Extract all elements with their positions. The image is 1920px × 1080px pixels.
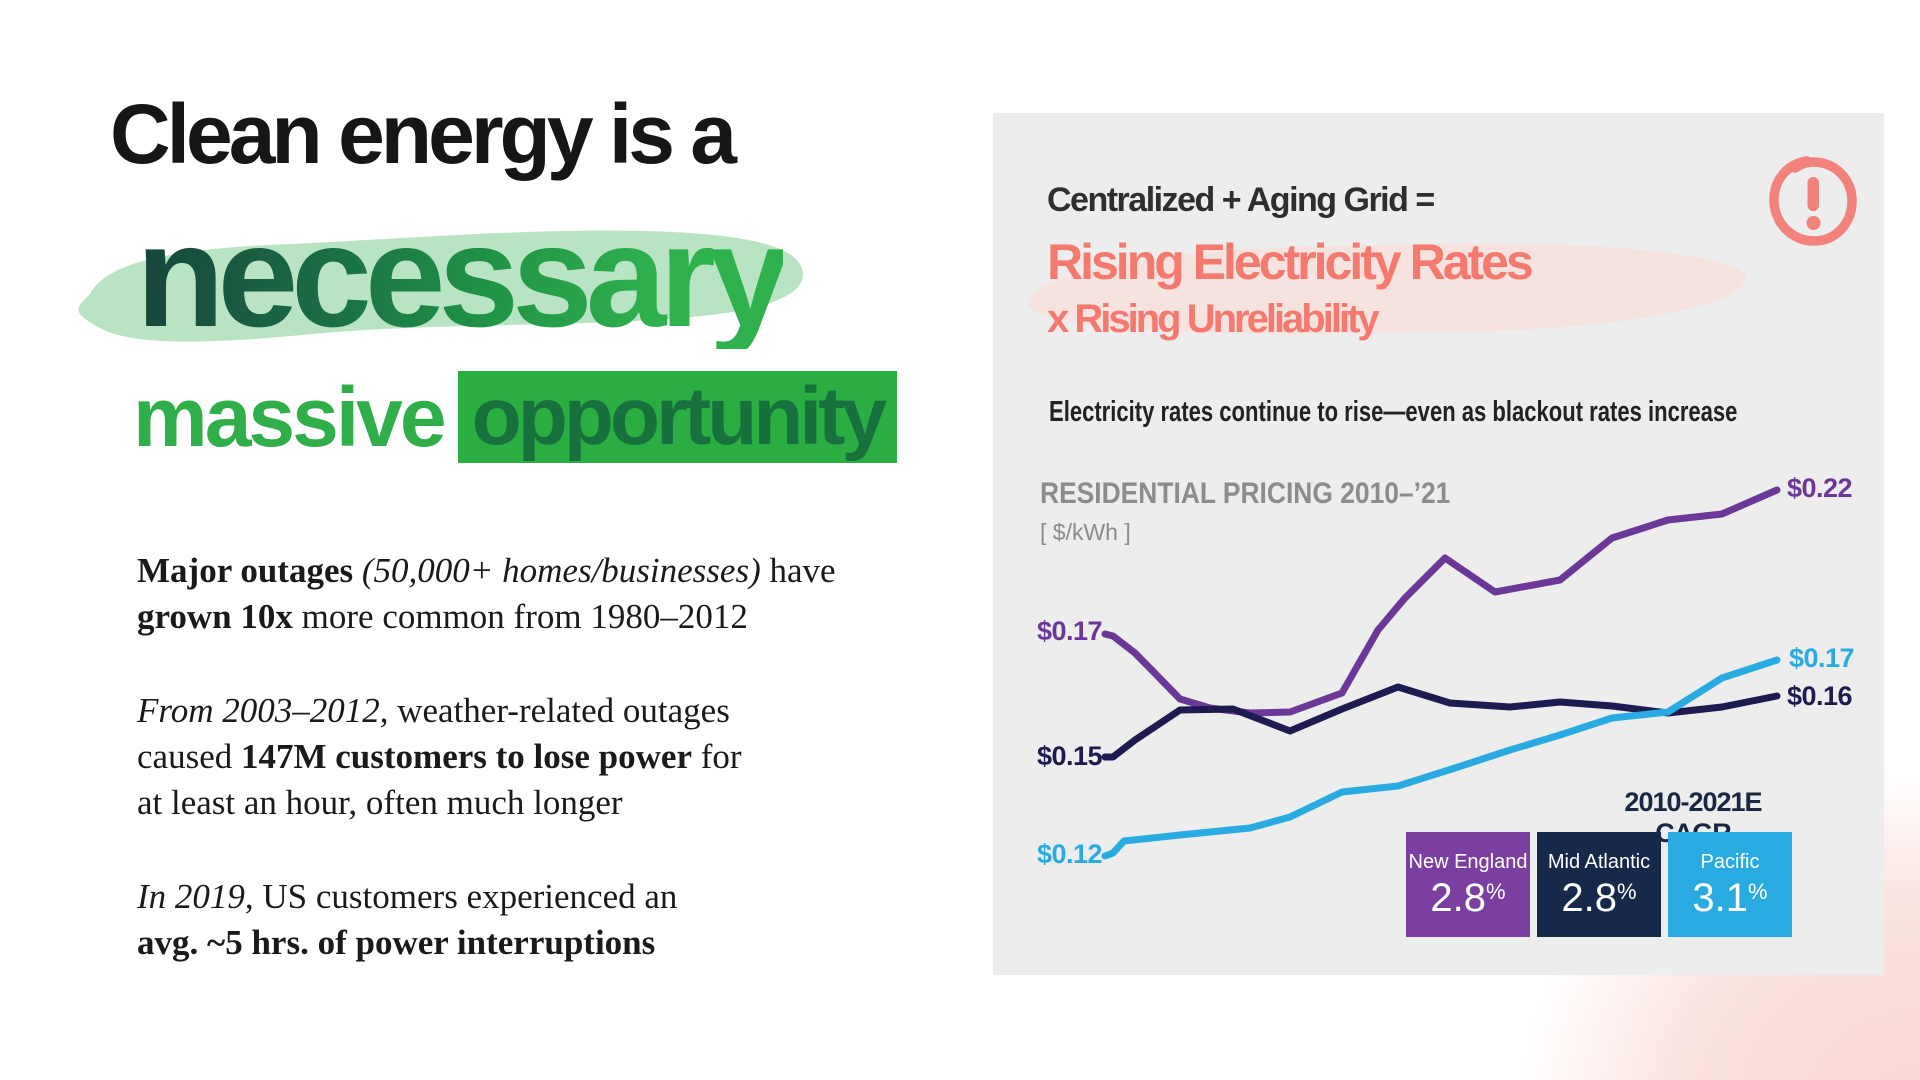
page-title: Clean energy is a (110, 87, 737, 181)
line-new-england (1101, 486, 1781, 717)
hero-word-opportunity: opportunity (471, 371, 887, 462)
label-new-england-end: $0.22 (1787, 473, 1853, 503)
legend-name: Mid Atlantic (1547, 851, 1651, 873)
chart-subtitle: Electricity rates continue to rise—even … (1049, 396, 1738, 428)
panel-headline-unreliability: x Rising Unreliability (1047, 297, 1380, 341)
legend-value: 3.1% (1692, 876, 1768, 920)
legend-value: 2.8% (1561, 876, 1637, 920)
green-brush-stroke (78, 230, 804, 342)
legend-value: 2.8% (1430, 876, 1506, 920)
legend-name: New England (1408, 851, 1528, 873)
chart-heading: RESIDENTIAL PRICING 2010–’21 (1040, 477, 1451, 510)
opportunity-highlight-box: opportunity (457, 371, 898, 463)
label-pacific-end: $0.17 (1789, 643, 1855, 673)
legend-box-mid-atlantic: Mid Atlantic 2.8% (1537, 832, 1661, 937)
fact-paragraph-1: Major outages (50,000+ homes/businesses)… (137, 551, 836, 636)
hero-word-necessary: necessary (136, 195, 789, 357)
label-new-england-start: $0.17 (1037, 616, 1103, 646)
panel-eyebrow: Centralized + Aging Grid = (1047, 181, 1435, 219)
line-pacific (1101, 656, 1781, 860)
legend-box-new-england: New England 2.8% (1406, 832, 1530, 937)
cagr-legend: New England 2.8% Mid Atlantic 2.8% Pacif… (1406, 832, 1792, 937)
label-pacific-start: $0.12 (1037, 839, 1103, 869)
panel-headline-rates: Rising Electricity Rates (1047, 234, 1534, 290)
chart-units-label: [ $/kWh ] (1040, 519, 1131, 545)
line-mid-atlantic (1101, 683, 1781, 761)
necessary-highlight-group: necessary (62, 198, 822, 368)
pricing-line-chart (1101, 486, 1781, 860)
legend-name: Pacific (1700, 851, 1760, 873)
label-mid-atlantic-start: $0.15 (1037, 741, 1103, 771)
fact-paragraph-3: In 2019, US customers experienced an avg… (137, 877, 678, 962)
label-mid-atlantic-end: $0.16 (1787, 681, 1853, 711)
hero-word-massive: massive (133, 370, 447, 464)
grid-panel: Centralized + Aging Grid = Rising Electr… (993, 113, 1884, 975)
fact-list: Major outages (50,000+ homes/businesses)… (137, 548, 877, 1014)
exclamation-circle-icon (1769, 156, 1857, 246)
legend-box-pacific: Pacific 3.1% (1668, 832, 1792, 937)
hero-line-massive-opportunity: massive opportunity (133, 370, 898, 464)
fact-paragraph-2: From 2003–2012, weather-related outages … (137, 691, 742, 822)
